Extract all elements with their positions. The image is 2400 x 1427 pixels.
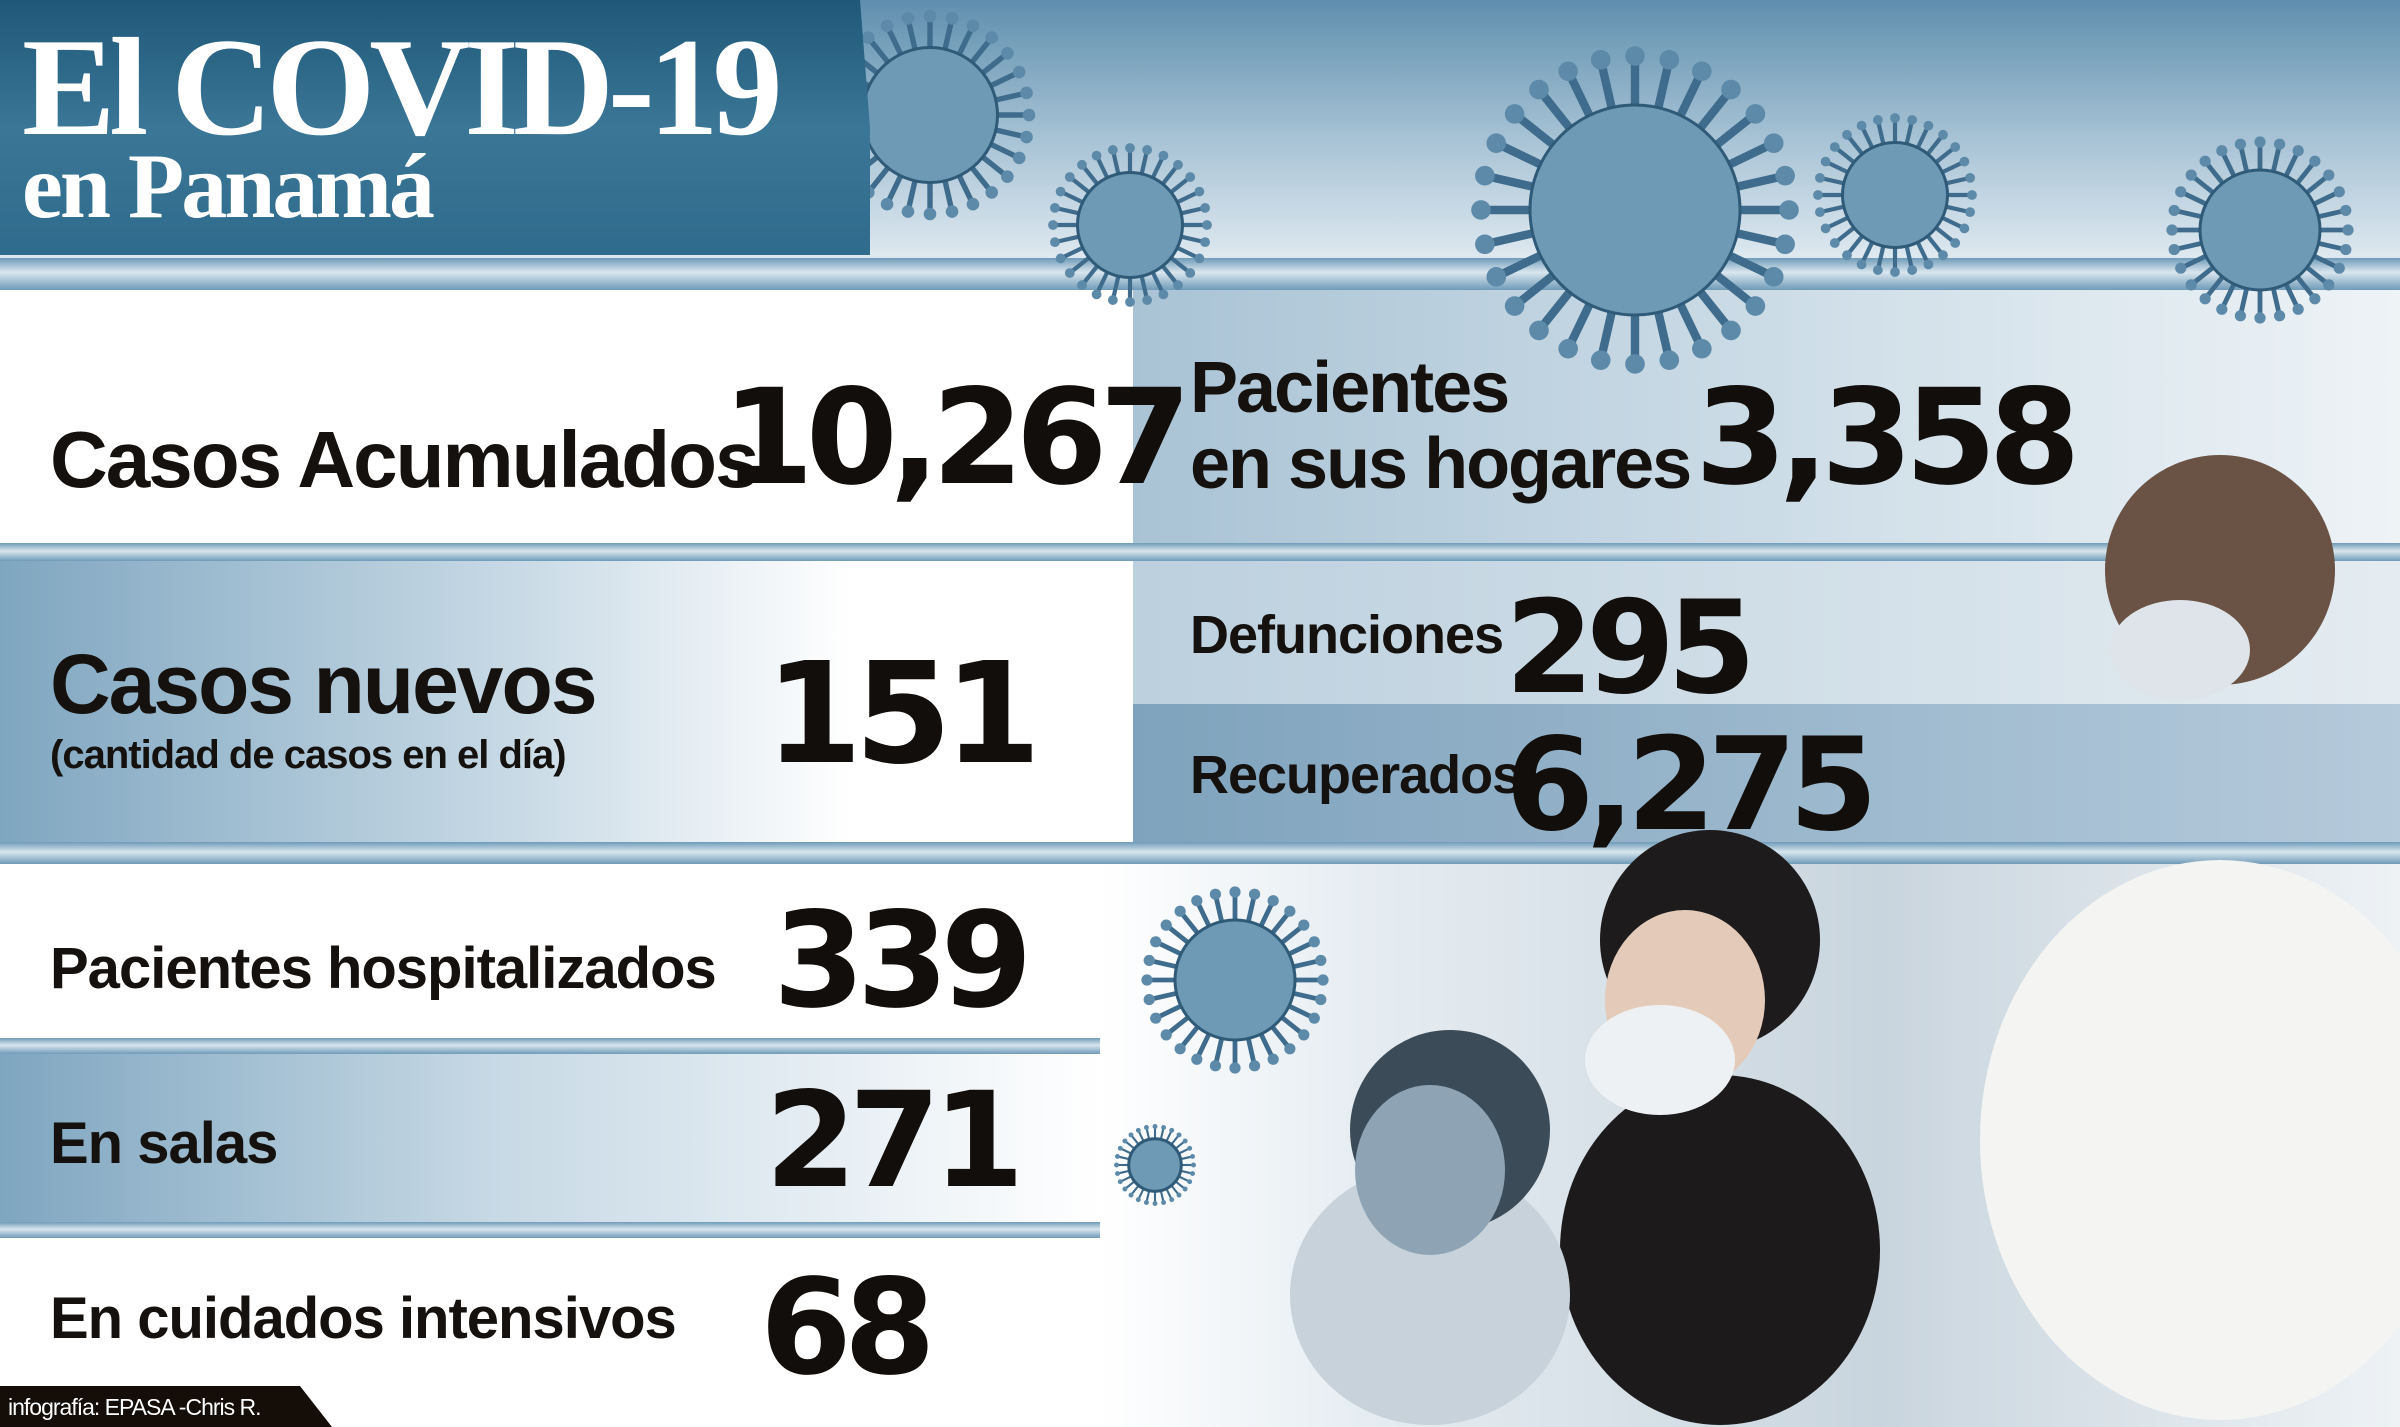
footer-credit-bar: infografía: EPASA -Chris R. xyxy=(0,1386,332,1427)
salas-panel xyxy=(0,1054,1100,1222)
divider xyxy=(0,258,2400,290)
casos-nuevos-label: Casos nuevos xyxy=(50,637,598,731)
recuperados-value: 6,275 xyxy=(1505,711,1878,860)
recuperados-panel xyxy=(1133,704,2400,842)
hospitalizados-value: 339 xyxy=(773,884,1033,1038)
divider xyxy=(0,1222,1100,1238)
title-box: El COVID-19 en Panamá xyxy=(0,0,870,255)
defunciones-label: Defunciones xyxy=(1190,605,1504,665)
footer-credit: infografía: EPASA -Chris R. xyxy=(8,1394,262,1420)
divider xyxy=(0,842,2400,864)
hospitalizados-label: Pacientes hospitalizados xyxy=(50,936,717,1001)
en-salas-label: En salas xyxy=(50,1111,278,1176)
pacientes-hogares-label-2: en sus hogares xyxy=(1190,424,1692,504)
divider xyxy=(0,543,2400,561)
cuidados-panel xyxy=(0,1238,1100,1386)
casos-nuevos-value: 151 xyxy=(765,633,1041,796)
casos-acumulados-value: 10,267 xyxy=(722,361,1191,515)
recuperados-label: Recuperados xyxy=(1190,745,1522,805)
people-illustration xyxy=(1290,455,2400,1425)
title-line2: en Panamá xyxy=(22,135,435,237)
casos-nuevos-sublabel: (cantidad de casos en el día) xyxy=(50,733,567,777)
pacientes-hogares-label-1: Pacientes xyxy=(1190,348,1510,428)
divider xyxy=(0,1038,1100,1054)
defunciones-value: 295 xyxy=(1505,574,1756,723)
pacientes-hogares-value: 3,358 xyxy=(1695,361,2081,515)
title-line1: El COVID-19 xyxy=(22,10,783,165)
casos-acumulados-label: Casos Acumulados xyxy=(50,415,759,504)
en-salas-value: 271 xyxy=(765,1064,1025,1218)
casos-nuevos-panel xyxy=(0,561,1133,842)
cuidados-intensivos-value: 68 xyxy=(760,1251,936,1405)
hospitalizados-panel xyxy=(0,864,1100,1042)
cuidados-intensivos-label: En cuidados intensivos xyxy=(50,1286,677,1351)
